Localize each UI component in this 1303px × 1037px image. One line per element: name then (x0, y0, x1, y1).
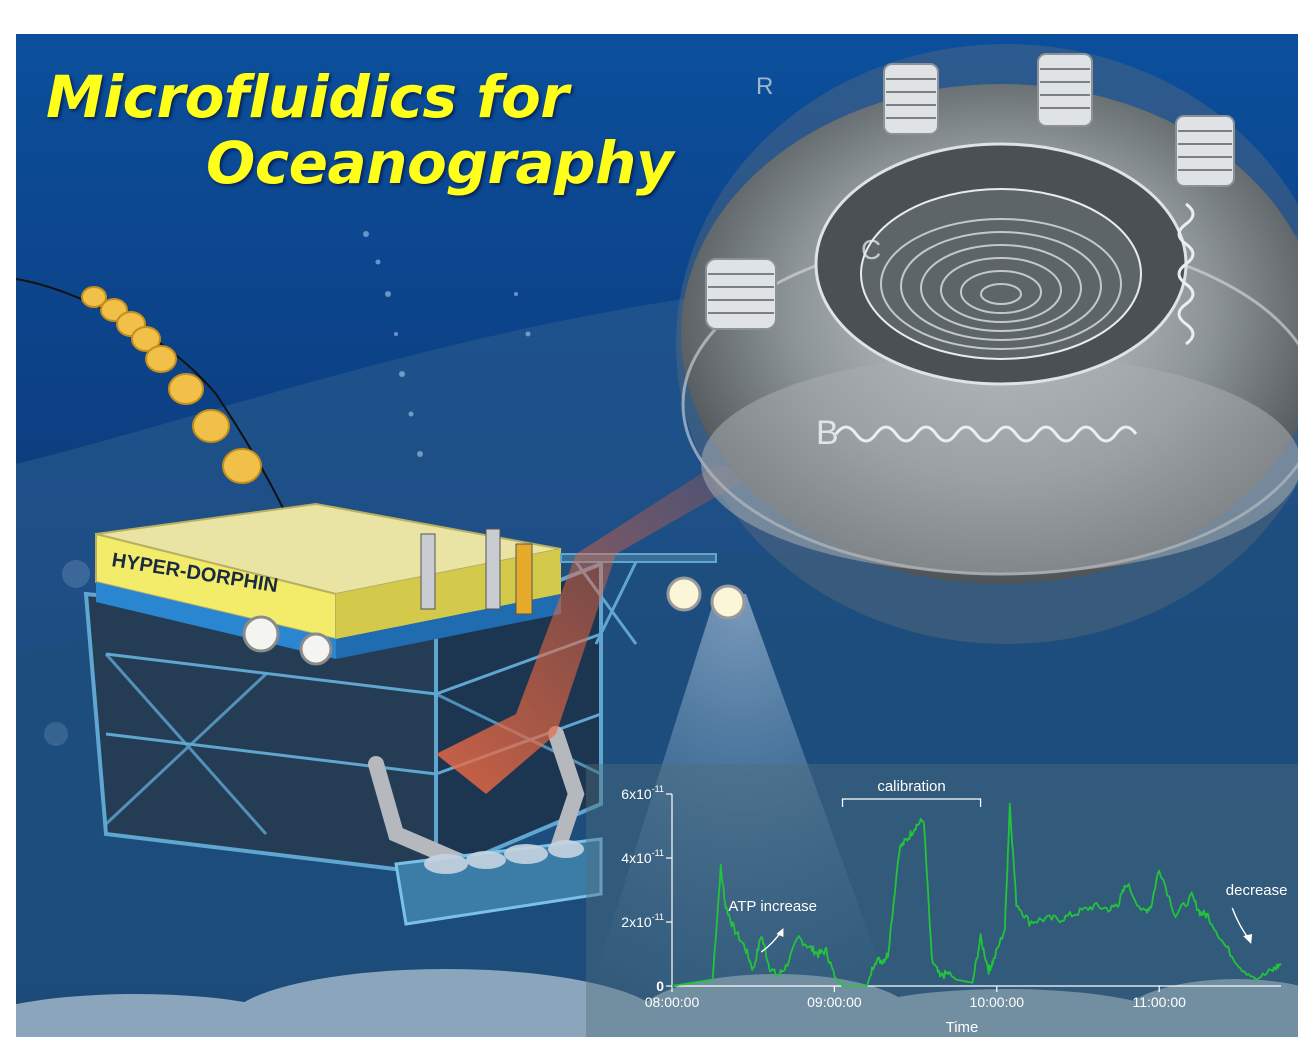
title-line-1: Microfluidics for (46, 63, 569, 131)
chart-x-label: Time (946, 1019, 979, 1036)
tether-cable (16, 278, 287, 515)
page-title: Microfluidics for Oceanography (46, 63, 674, 197)
microfluidic-chip: B C R (676, 44, 1298, 644)
y-tick-label: 4x10-11 (621, 848, 664, 866)
atp-trace-line (671, 802, 1282, 987)
buoy-string (81, 286, 262, 484)
atp-increase-label: ATP increase (728, 898, 817, 915)
x-tick-label: 10:00:00 (970, 994, 1025, 1010)
chart-annotations: calibration ATP increase decrease (728, 778, 1288, 953)
atp-increase-arrowhead (776, 928, 784, 937)
chart-ticks: 08:00:00 09:00:00 10:00:00 11:00:00 0 2x10-11… (621, 784, 1186, 1010)
magnify-arrow (436, 464, 756, 794)
y-tick-label: 0 (656, 978, 664, 994)
ocean-scene: HYPER-DORPHIN (16, 34, 1298, 1037)
y-tick-label: 2x10-11 (621, 912, 664, 930)
chart-axes (671, 794, 1281, 987)
x-tick-label: 09:00:00 (807, 994, 862, 1010)
chip-mark-b: B (816, 414, 839, 452)
chip-mark-r: R (756, 73, 773, 100)
light-beam (576, 594, 906, 1037)
illustration: HYPER-DORPHIN (16, 34, 1298, 1037)
y-tick-label: 6x10-11 (621, 784, 664, 802)
decrease-label: decrease (1226, 882, 1288, 899)
decrease-arrowhead (1243, 934, 1253, 944)
atp-chart-panel: 08:00:00 09:00:00 10:00:00 11:00:00 0 2x10-11… (586, 764, 1298, 1037)
atp-chart: 08:00:00 09:00:00 10:00:00 11:00:00 0 2x10-11… (621, 778, 1288, 1036)
chip-mark-c: C (861, 234, 881, 265)
title-line-2: Oceanography (206, 129, 674, 197)
calibration-bracket (841, 798, 982, 807)
x-tick-label: 08:00:00 (645, 994, 700, 1010)
calibration-label: calibration (877, 778, 945, 795)
rov-vehicle: HYPER-DORPHIN (83, 502, 746, 926)
bubbles (44, 231, 531, 746)
x-tick-label: 11:00:00 (1132, 994, 1186, 1010)
